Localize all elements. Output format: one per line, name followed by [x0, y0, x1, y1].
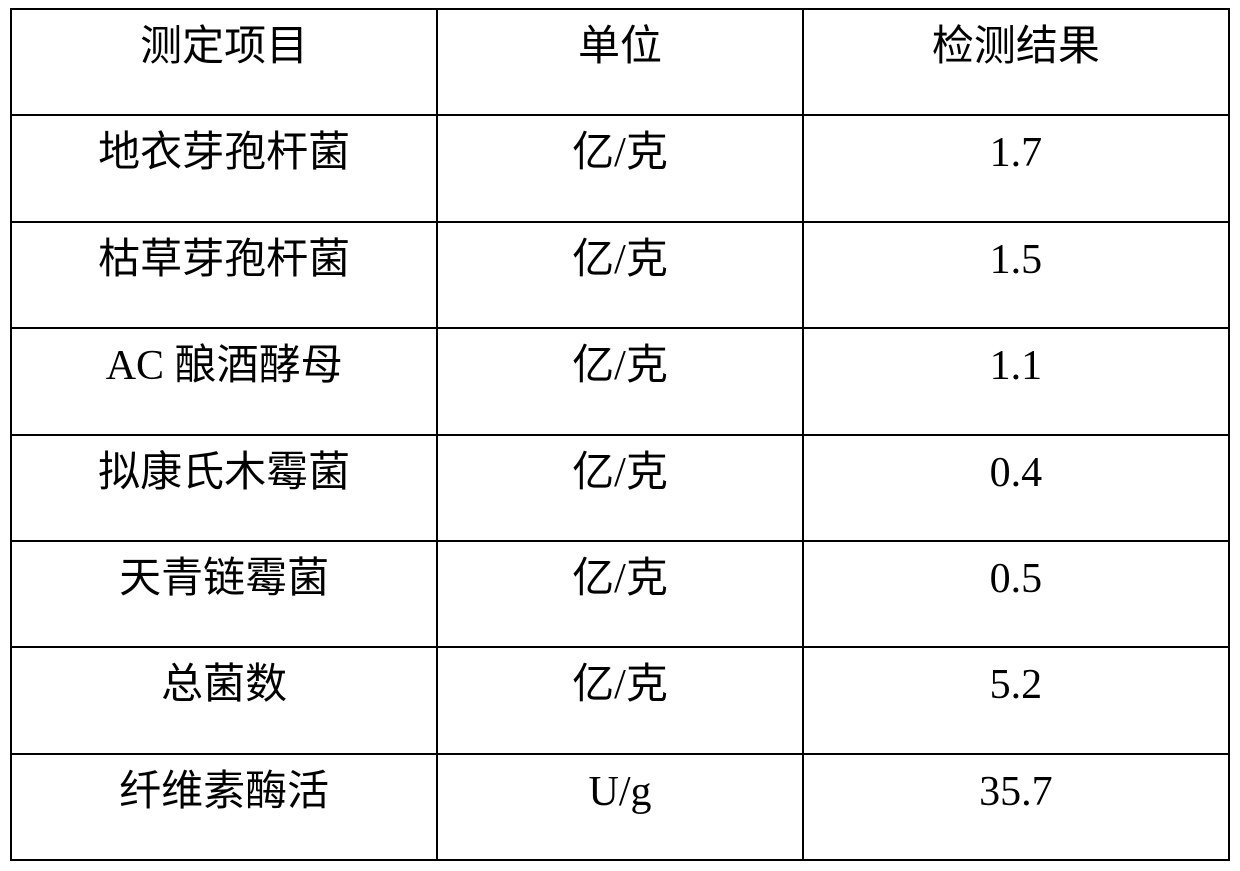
- cell-item: 纤维素酶活: [11, 754, 437, 860]
- cell-unit: 亿/克: [437, 541, 802, 647]
- table-header-row: 测定项目 单位 检测结果: [11, 9, 1229, 115]
- table-row: 枯草芽孢杆菌 亿/克 1.5: [11, 222, 1229, 328]
- cell-item: 天青链霉菌: [11, 541, 437, 647]
- table-row: 天青链霉菌 亿/克 0.5: [11, 541, 1229, 647]
- cell-unit: 亿/克: [437, 647, 802, 753]
- cell-unit: 亿/克: [437, 435, 802, 541]
- cell-item: 枯草芽孢杆菌: [11, 222, 437, 328]
- cell-result: 5.2: [803, 647, 1229, 753]
- cell-item: AC 酿酒酵母: [11, 328, 437, 434]
- cell-item: 拟康氏木霉菌: [11, 435, 437, 541]
- col-header-item: 测定项目: [11, 9, 437, 115]
- table-row: 总菌数 亿/克 5.2: [11, 647, 1229, 753]
- table-row: 拟康氏木霉菌 亿/克 0.4: [11, 435, 1229, 541]
- cell-result: 0.5: [803, 541, 1229, 647]
- cell-unit: U/g: [437, 754, 802, 860]
- cell-result: 35.7: [803, 754, 1229, 860]
- table-row: AC 酿酒酵母 亿/克 1.1: [11, 328, 1229, 434]
- cell-result: 1.7: [803, 115, 1229, 221]
- table-row: 地衣芽孢杆菌 亿/克 1.7: [11, 115, 1229, 221]
- table-row: 纤维素酶活 U/g 35.7: [11, 754, 1229, 860]
- cell-result: 1.1: [803, 328, 1229, 434]
- cell-result: 1.5: [803, 222, 1229, 328]
- col-header-result: 检测结果: [803, 9, 1229, 115]
- cell-unit: 亿/克: [437, 328, 802, 434]
- cell-item: 总菌数: [11, 647, 437, 753]
- data-table: 测定项目 单位 检测结果 地衣芽孢杆菌 亿/克 1.7 枯草芽孢杆菌 亿/克 1…: [10, 8, 1230, 861]
- col-header-unit: 单位: [437, 9, 802, 115]
- table-container: 测定项目 单位 检测结果 地衣芽孢杆菌 亿/克 1.7 枯草芽孢杆菌 亿/克 1…: [0, 0, 1240, 871]
- cell-unit: 亿/克: [437, 222, 802, 328]
- cell-item: 地衣芽孢杆菌: [11, 115, 437, 221]
- cell-result: 0.4: [803, 435, 1229, 541]
- cell-unit: 亿/克: [437, 115, 802, 221]
